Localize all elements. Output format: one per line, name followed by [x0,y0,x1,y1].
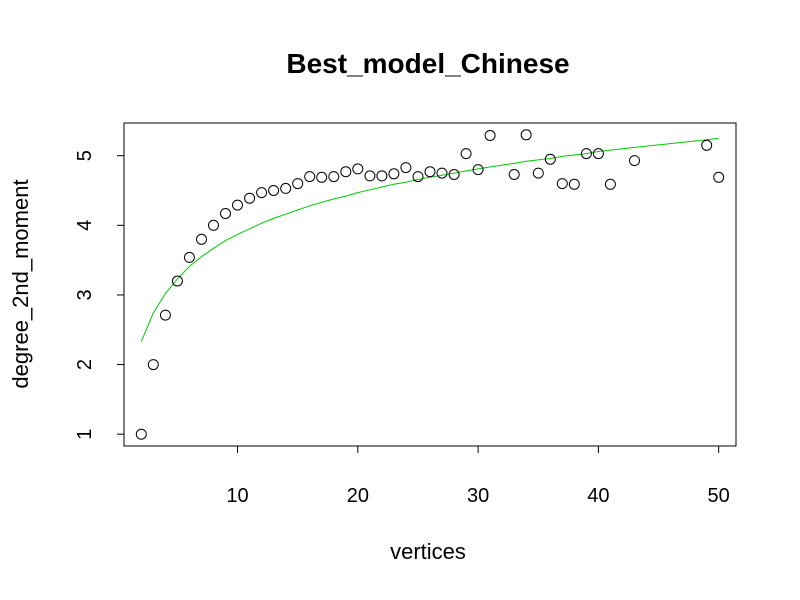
y-tick-label: 4 [74,220,96,231]
y-tick-label: 3 [74,289,96,300]
data-point [508,169,520,180]
data-point [232,199,243,211]
data-point [340,166,352,178]
plot-frame [123,122,737,447]
data-point [580,148,592,160]
data-point [629,155,640,167]
data-point [328,171,340,183]
data-point [244,192,256,204]
data-point [568,178,580,190]
data-point [424,166,436,178]
y-tick-label: 1 [74,429,96,440]
x-tick-label: 30 [467,485,489,507]
data-point [436,167,448,179]
x-tick-label: 20 [347,485,369,507]
x-tick-label: 40 [587,485,609,507]
data-point [147,359,159,371]
x-axis-label: vertices [390,539,466,564]
data-point [304,171,316,183]
x-tick-label: 10 [226,485,248,507]
data-point [713,171,725,183]
data-point [352,163,364,175]
fitted-model-line [140,137,719,342]
data-point [472,164,484,176]
y-axis: 1 2 3 4 5 [74,150,125,440]
data-point [412,171,424,183]
data-point [171,275,183,287]
data-point [220,208,231,219]
data-point [484,130,496,141]
data-point [135,428,147,440]
data-point [159,309,171,321]
data-point [556,178,568,190]
data-point [460,148,472,160]
data-point [388,168,400,180]
data-point [196,233,207,245]
data-point [268,185,280,196]
data-point [592,148,604,160]
data-point [520,129,532,141]
x-axis: 10 20 30 40 50 [226,445,730,507]
y-tick-label: 2 [74,359,96,370]
data-point [292,178,304,190]
data-point [183,251,195,263]
data-point [316,171,328,183]
x-tick-label: 50 [708,485,730,507]
data-point [544,153,556,165]
data-point [376,170,388,182]
data-points [135,129,725,440]
data-point [604,178,616,190]
data-point [280,182,292,194]
data-point [532,167,544,179]
data-point [400,162,412,174]
data-point [364,170,376,182]
chart-title: Best_model_Chinese [286,48,569,79]
data-point [208,219,219,231]
data-point [448,169,460,180]
data-point [701,139,713,151]
data-point [256,187,268,199]
y-tick-label: 5 [74,150,96,161]
y-axis-label: degree_2nd_moment [8,179,33,388]
